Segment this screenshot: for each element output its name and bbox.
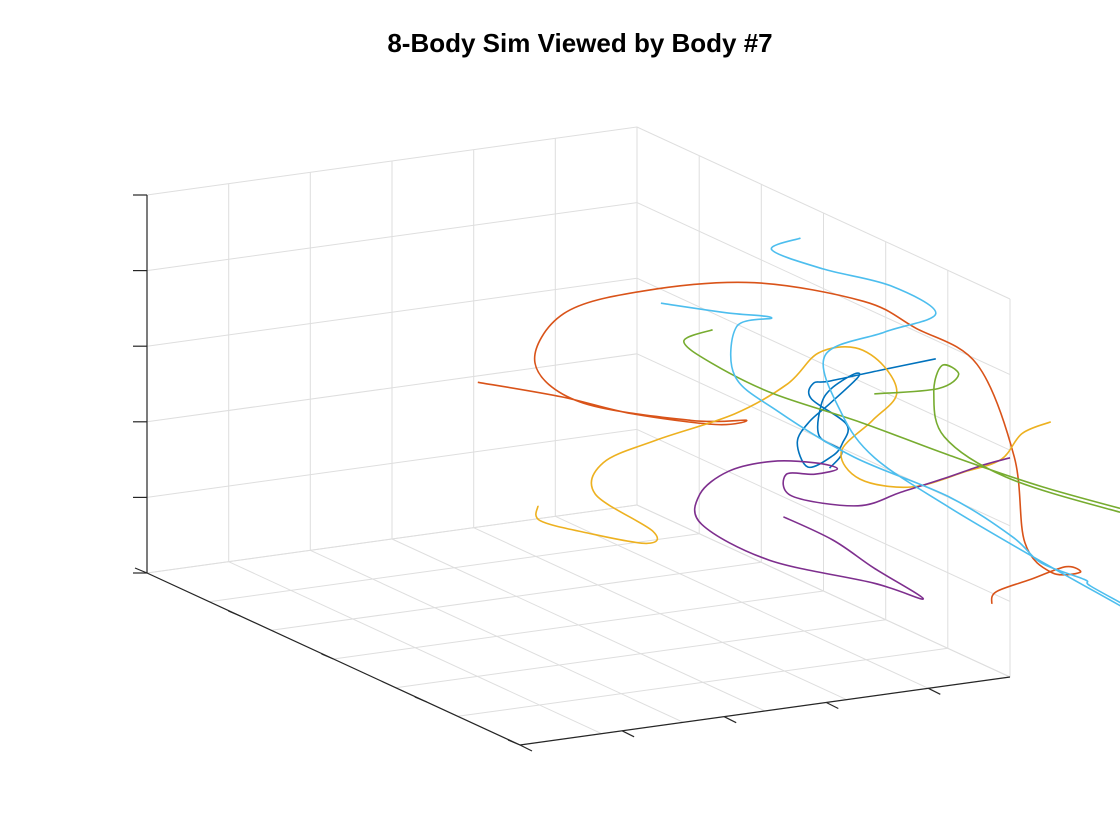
x-tick <box>621 730 635 738</box>
x-tick <box>723 716 737 724</box>
grid-line <box>146 353 638 423</box>
grid-line <box>146 202 638 272</box>
x-tick <box>519 744 533 752</box>
trajectory-series-4 <box>693 457 1011 600</box>
y-tick <box>321 653 334 660</box>
grid-line <box>457 647 948 717</box>
trajectory-series-3 <box>535 346 1052 545</box>
y-tick <box>134 567 148 574</box>
trajectory-series-6 <box>660 237 1120 607</box>
grid-line <box>636 202 1011 376</box>
grid-line <box>146 504 638 574</box>
x-tick <box>826 701 839 710</box>
trajectory-series-1 <box>796 358 936 469</box>
grid-line <box>146 126 638 196</box>
trajectory-series-5 <box>682 328 1120 513</box>
chart-title: 8-Body Sim Viewed by Body #7 <box>387 28 773 58</box>
grid-line <box>146 277 638 347</box>
grid-lines <box>146 126 1011 746</box>
trajectory-series-2 <box>477 281 1082 605</box>
axis-lines <box>133 194 1011 752</box>
trajectory-lines <box>477 237 1120 607</box>
grid-line <box>636 126 1011 300</box>
x-tick <box>928 687 941 695</box>
y-tick <box>414 696 428 703</box>
grid-line <box>146 428 638 498</box>
y-tick <box>507 739 521 746</box>
grid-line <box>271 561 762 631</box>
grid-line <box>636 428 1011 602</box>
grid-line <box>333 590 824 660</box>
x-axis <box>519 676 1011 746</box>
y-tick <box>228 610 241 617</box>
grid-line <box>395 619 886 689</box>
grid-line <box>209 533 700 603</box>
